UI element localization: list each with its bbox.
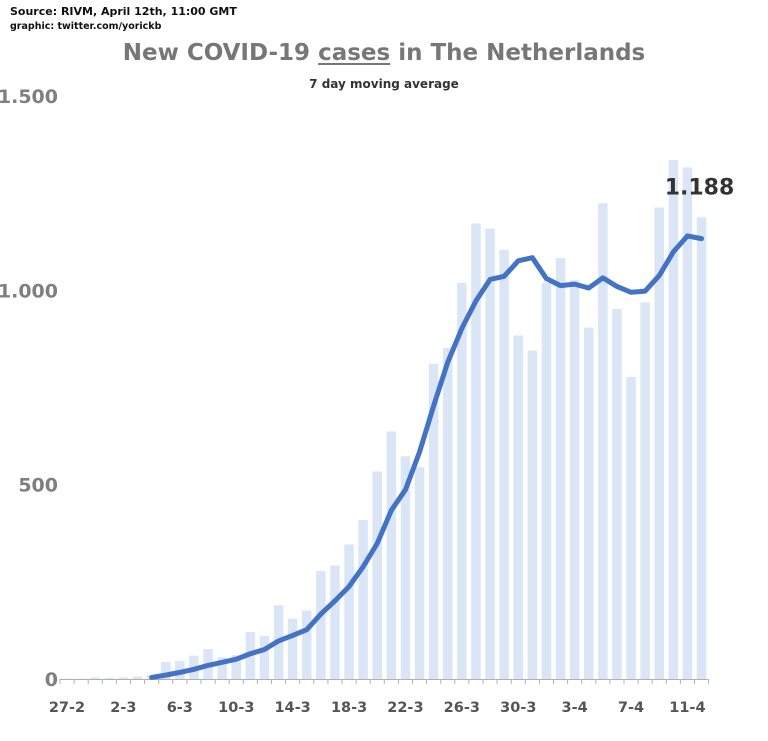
y-axis: 0 500 1.000 1.500 [0, 86, 58, 691]
bar-12-3 [259, 635, 270, 679]
bar-16-3 [316, 570, 326, 679]
bar-28-3 [485, 228, 495, 680]
bar-21-3 [386, 431, 397, 679]
x-tick-labels: 27-2 2-3 6-3 10-3 14-3 18-3 22-3 26-3 30-3 3-4 7-4… [49, 700, 706, 716]
credit-note: graphic: twitter.com/yorickb [10, 21, 162, 32]
bar-9-4 [654, 207, 664, 680]
bar-29-2 [90, 677, 100, 679]
bar-1-4 [541, 282, 552, 679]
bar-23-3 [414, 467, 425, 679]
bar-1-3 [104, 677, 115, 679]
bar-2-3 [118, 677, 129, 679]
bar-14-3 [287, 618, 298, 679]
x-tick-label: 7-4 [618, 700, 644, 716]
title-part-underlined: cases [318, 40, 391, 66]
bar-3-3 [132, 676, 143, 679]
x-tick-label: 6-3 [167, 700, 193, 716]
source-note: Source: RIVM, April 12th, 11:00 GMT [10, 5, 237, 18]
bar-25-3 [443, 347, 453, 679]
y-tick-label: 1.500 [0, 86, 58, 108]
title-part-1: New COVID-19 [122, 40, 319, 66]
x-tick-label: 14-3 [274, 700, 310, 716]
bar-22-3 [400, 456, 411, 679]
x-tick-label: 22-3 [387, 700, 423, 716]
bar-31-3 [527, 350, 538, 679]
bar-17-3 [330, 565, 340, 679]
bar-7-4 [626, 377, 636, 679]
bar-27-3 [471, 223, 481, 680]
bar-4-4 [584, 327, 594, 679]
x-tick-label: 11-4 [669, 700, 705, 716]
y-tick-label: 1.000 [0, 280, 58, 302]
bar-series [62, 160, 707, 680]
bar-8-4 [640, 302, 650, 679]
bar-2-4 [555, 258, 566, 679]
bar-30-3 [513, 335, 523, 679]
bar-6-4 [612, 308, 622, 679]
y-tick-label: 500 [18, 475, 58, 497]
bar-29-3 [499, 249, 509, 679]
bar-19-3 [358, 520, 368, 679]
bar-11-4 [682, 167, 693, 679]
bar-10-3 [231, 655, 241, 679]
title-part-2: in The Netherlands [390, 40, 646, 66]
bar-26-3 [457, 282, 467, 679]
y-tick-label: 0 [45, 669, 58, 691]
x-tick-label: 3-4 [561, 700, 587, 716]
moving-average-line [149, 233, 705, 680]
bar-20-3 [372, 471, 382, 679]
data-label-last: 1.188 [665, 176, 735, 201]
chart-subtitle: 7 day moving average [309, 77, 459, 91]
x-tick-label: 2-3 [110, 700, 136, 716]
bar-15-3 [302, 610, 312, 679]
bar-10-4 [668, 160, 679, 679]
x-tick-label: 30-3 [500, 700, 536, 716]
bar-5-3 [161, 661, 171, 679]
bar-3-4 [569, 280, 580, 679]
x-axis [59, 679, 710, 684]
x-tick-label: 10-3 [218, 700, 254, 716]
bar-5-4 [598, 203, 608, 679]
bar-12-4 [696, 217, 707, 679]
x-tick-label: 18-3 [331, 700, 367, 716]
x-tick-label: 27-2 [49, 700, 85, 716]
bar-18-3 [344, 544, 354, 679]
chart-title: New COVID-19 cases in The Netherlands [0, 40, 768, 66]
bar-24-3 [428, 363, 439, 679]
bar-9-3 [217, 657, 227, 679]
x-tick-label: 26-3 [444, 700, 480, 716]
